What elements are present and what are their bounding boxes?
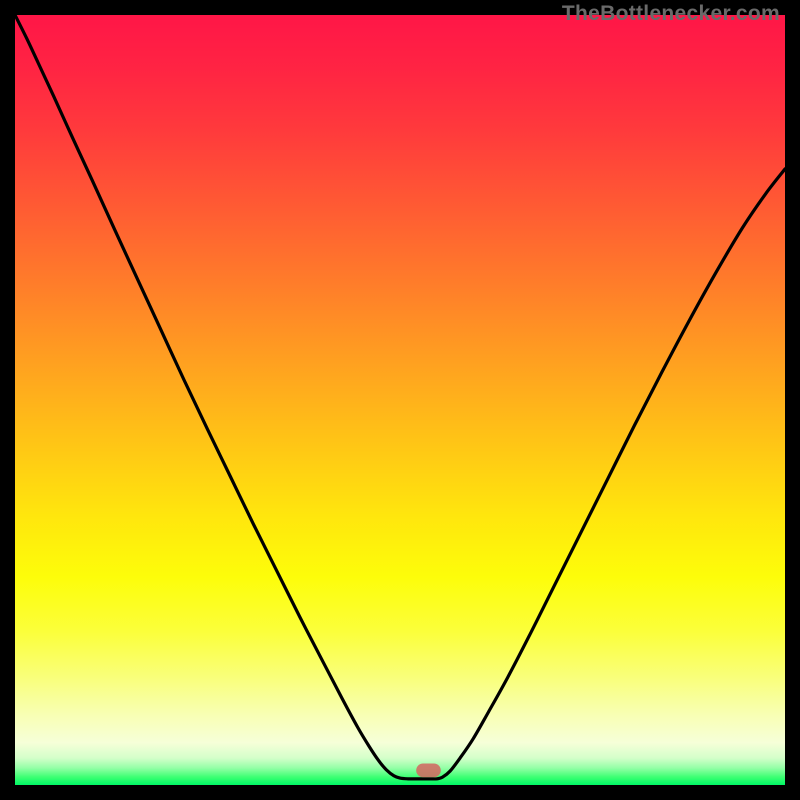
chart-container: TheBottlenecker.com xyxy=(0,0,800,800)
plot-area xyxy=(15,15,785,785)
watermark-text: TheBottlenecker.com xyxy=(562,2,780,26)
bottleneck-curve-layer xyxy=(15,15,785,785)
bottleneck-curve xyxy=(15,15,785,779)
optimum-marker xyxy=(416,763,441,777)
